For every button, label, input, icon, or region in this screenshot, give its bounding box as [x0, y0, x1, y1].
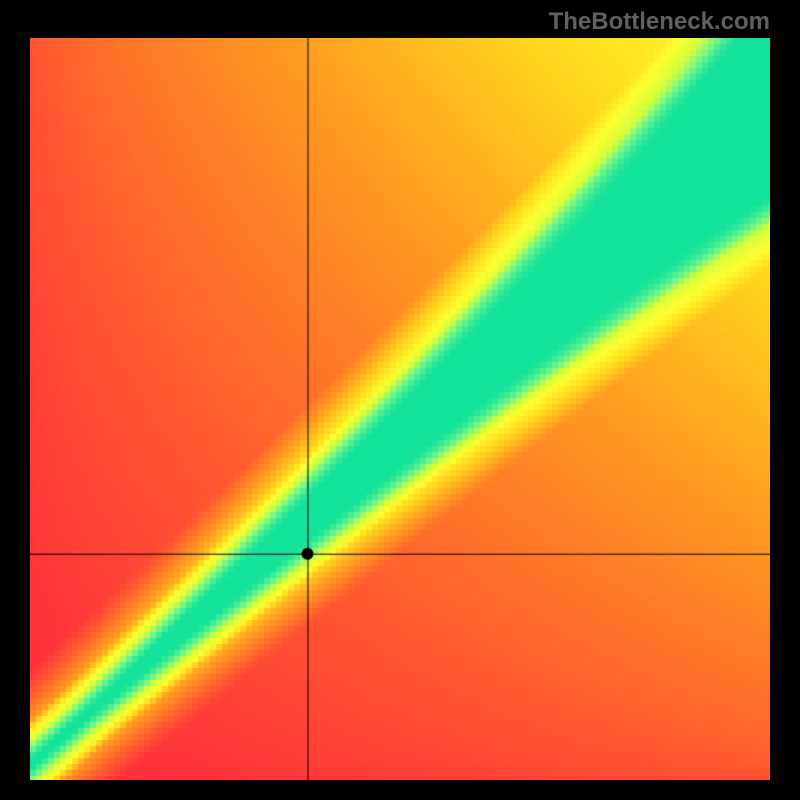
chart-container: TheBottleneck.com — [0, 0, 800, 800]
watermark-text: TheBottleneck.com — [549, 8, 770, 36]
bottleneck-heatmap — [30, 38, 770, 780]
